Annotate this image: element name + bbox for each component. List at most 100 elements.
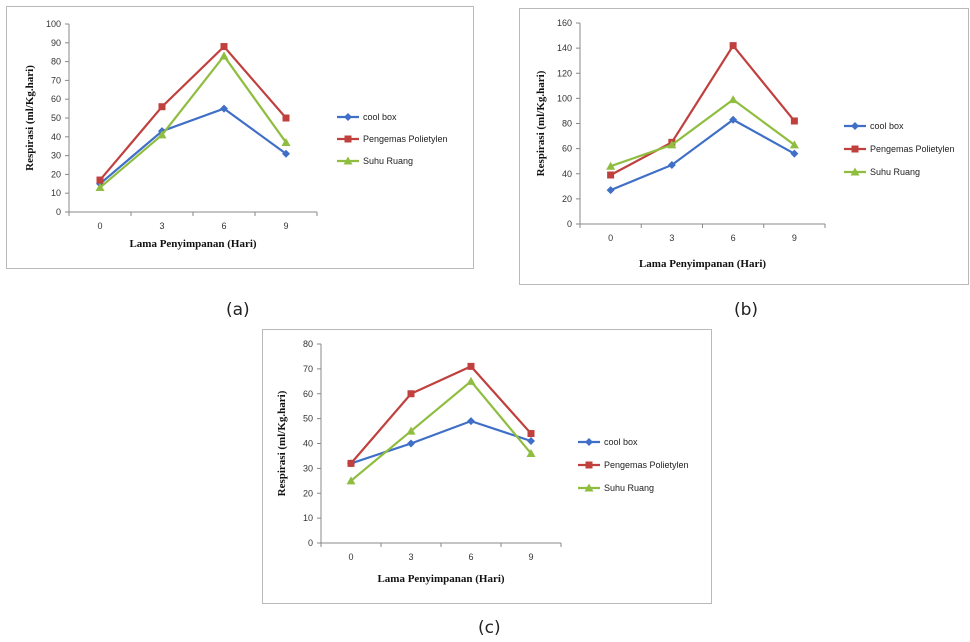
x-axis-title: Lama Penyimpanan (Hari): [377, 573, 504, 585]
data-point-pengemas: [607, 171, 615, 179]
data-point-suhu_ruang: [728, 95, 738, 104]
y-tick-label: 120: [557, 68, 572, 78]
caption-b: (b): [734, 300, 759, 320]
y-tick-label: 50: [303, 414, 313, 424]
legend-label-pengemas: Pengemas Polietylen: [870, 144, 955, 154]
series-line-cool_box: [610, 118, 795, 192]
caption-c: (c): [478, 618, 501, 638]
y-tick-label: 70: [303, 364, 313, 374]
y-tick-label: 30: [51, 151, 61, 161]
y-tick-label: 0: [567, 219, 572, 229]
y-tick-label: 20: [562, 194, 572, 204]
data-point-suhu_ruang: [406, 426, 416, 435]
y-axis-title: Respirasi (ml/Kg.hari): [535, 70, 547, 176]
chart-a-svg: 0 10 20 30 40 50 60 70 80 90 100 0 3 6 9 Lama Penyimpan…: [24, 19, 448, 250]
y-tick-label: 140: [557, 43, 572, 53]
x-tick-label: 9: [528, 552, 533, 562]
legend-marker-suhu_ruang: [584, 483, 594, 492]
y-tick-label: 100: [46, 19, 61, 29]
data-point-pengemas: [790, 117, 798, 125]
data-point-cool_box: [467, 417, 475, 426]
y-tick-label: 0: [308, 538, 313, 548]
data-point-cool_box: [407, 439, 415, 448]
x-tick-label: 3: [408, 552, 413, 562]
data-point-pengemas: [158, 103, 166, 111]
caption-a: (a): [226, 300, 250, 320]
chart-panel-c: 0 10 20 30 40 50 60 70 80 0 3 6 9 Lama Penyimpanan (H…: [262, 329, 712, 604]
legend-marker-pengemas: [585, 461, 593, 469]
data-point-suhu_ruang: [789, 140, 799, 149]
legend-marker-pengemas: [344, 135, 352, 143]
legend-marker-cool_box: [344, 113, 352, 121]
data-point-pengemas: [220, 43, 228, 51]
y-tick-label: 20: [303, 488, 313, 498]
chart-panel-b: 0 20 40 60 80 100 120 140 160 0 3 6 9 Lama Penyimpana…: [519, 8, 969, 285]
data-point-suhu_ruang: [281, 137, 291, 146]
legend-label-suhu_ruang: Suhu Ruang: [604, 483, 654, 493]
data-point-suhu_ruang: [346, 476, 356, 485]
x-tick-label: 0: [97, 221, 102, 231]
data-point-pengemas: [96, 176, 104, 184]
y-tick-label: 160: [557, 18, 572, 28]
series-line-pengemas: [350, 365, 532, 465]
data-point-pengemas: [729, 42, 737, 50]
y-tick-label: 10: [51, 188, 61, 198]
y-tick-label: 80: [303, 339, 313, 349]
y-tick-label: 80: [51, 57, 61, 67]
data-point-pengemas: [407, 390, 415, 398]
y-tick-label: 40: [303, 439, 313, 449]
y-tick-label: 60: [51, 94, 61, 104]
y-axis-title: Respirasi (ml/Kg.hari): [276, 390, 288, 496]
series-line-suhu_ruang: [350, 379, 532, 482]
series-line-pengemas: [610, 43, 796, 176]
series-line-suhu_ruang: [99, 54, 287, 189]
legend-label-suhu_ruang: Suhu Ruang: [870, 167, 920, 177]
data-point-pengemas: [467, 362, 475, 370]
x-tick-label: 6: [221, 221, 226, 231]
y-tick-label: 70: [51, 75, 61, 85]
y-tick-label: 0: [56, 207, 61, 217]
y-tick-label: 100: [557, 93, 572, 103]
series-line-cool_box: [350, 419, 532, 465]
data-point-cool_box: [729, 115, 738, 124]
legend-marker-cool_box: [851, 122, 859, 130]
y-tick-label: 80: [562, 119, 572, 129]
x-tick-label: 9: [792, 233, 797, 243]
legend-label-pengemas: Pengemas Polietylen: [363, 134, 448, 144]
x-tick-label: 6: [731, 233, 736, 243]
chart-c-svg: 0 10 20 30 40 50 60 70 80 0 3 6 9 Lama Penyimpanan (H…: [276, 339, 689, 585]
data-point-cool_box: [220, 104, 228, 113]
series-line-cool_box: [99, 107, 287, 185]
data-point-suhu_ruang: [667, 140, 677, 149]
y-tick-label: 10: [303, 513, 313, 523]
data-point-suhu_ruang: [466, 376, 476, 385]
series-line-pengemas: [99, 44, 287, 181]
legend-marker-suhu_ruang: [850, 167, 860, 176]
y-tick-label: 30: [303, 463, 313, 473]
data-point-pengemas: [282, 114, 290, 122]
data-point-pengemas: [527, 430, 535, 438]
data-point-suhu_ruang: [526, 448, 536, 457]
y-tick-label: 90: [51, 38, 61, 48]
data-point-suhu_ruang: [219, 51, 229, 60]
legend-label-cool_box: cool box: [363, 112, 397, 122]
y-axis-title: Respirasi (ml/Kg.hari): [24, 65, 36, 171]
y-tick-label: 20: [51, 169, 61, 179]
chart-b-svg: 0 20 40 60 80 100 120 140 160 0 3 6 9 Lama Penyimpana…: [535, 18, 955, 270]
y-tick-label: 60: [562, 144, 572, 154]
chart-panel-a: 0 10 20 30 40 50 60 70 80 90 100 0 3 6 9 Lama Penyimpan…: [6, 6, 474, 269]
data-point-pengemas: [347, 459, 355, 467]
legend-marker-cool_box: [585, 438, 593, 446]
data-point-cool_box: [606, 186, 615, 195]
data-point-cool_box: [527, 437, 535, 446]
y-tick-label: 60: [303, 389, 313, 399]
x-tick-label: 9: [283, 221, 288, 231]
y-tick-label: 40: [562, 169, 572, 179]
legend-marker-suhu_ruang: [343, 156, 353, 165]
data-point-suhu_ruang: [157, 130, 167, 139]
x-tick-label: 3: [669, 233, 674, 243]
data-point-cool_box: [790, 149, 799, 158]
data-point-suhu_ruang: [95, 183, 105, 192]
x-tick-label: 0: [348, 552, 353, 562]
data-point-cool_box: [282, 149, 290, 158]
